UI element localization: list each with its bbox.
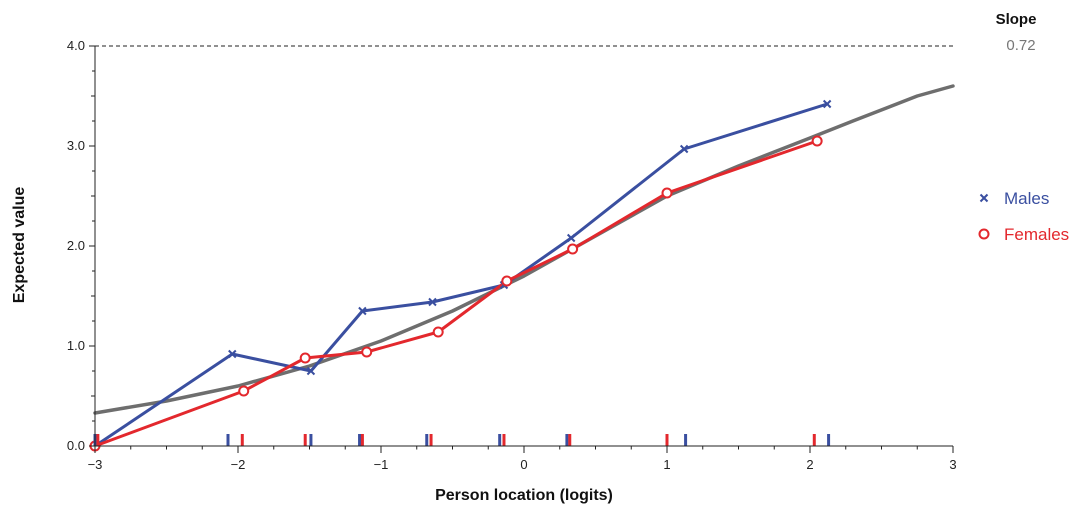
females-point [661,187,673,199]
x-tick-label: −1 [374,457,389,472]
y-tick-label: 1.0 [67,338,85,353]
x-tick-label: 2 [806,457,813,472]
males-point [566,233,576,243]
females-line [93,139,819,448]
females-point [299,352,311,364]
plot-area [89,84,955,452]
slope-title: Slope [996,11,1037,28]
females-point [361,346,373,358]
females-point [811,135,823,147]
x-tick-label: 1 [663,457,670,472]
males-point [679,144,689,154]
y-tick-label: 4.0 [67,38,85,53]
males-point [822,99,832,109]
males-point-stroke [358,306,367,316]
x-axis-title: Person location (logits) [435,487,613,504]
x-tick-label: −2 [231,457,246,472]
males-point-stroke [228,349,237,359]
x-tick-label: 0 [520,457,527,472]
males-point [306,366,316,376]
x-tick-label: 3 [949,457,956,472]
legend: Males Females [978,189,1069,244]
y-tick-label: 2.0 [67,238,85,253]
males-point-stroke [428,297,437,307]
females-point [501,275,513,287]
males-point-stroke [566,233,576,243]
axes: 0.0 1.0 2.0 3.0 4.0 −3 −2 −1 0 1 2 3 [67,38,957,472]
y-tick-label: 0.0 [67,438,85,453]
males-point [228,349,237,359]
legend-males-marker [979,193,989,203]
males-point [358,306,367,316]
x-tick-label: −3 [88,457,103,472]
y-tick-label: 3.0 [67,138,85,153]
males-point [428,297,437,307]
legend-females-marker [978,228,990,240]
females-point [432,326,444,338]
y-axis-title: Expected value [11,187,28,304]
females-point [238,385,250,397]
males-point-stroke [679,144,689,154]
legend-males-label: Males [1004,189,1049,208]
males-point-stroke [822,99,832,109]
expected-value-curve [93,84,955,415]
females-point [567,243,579,255]
legend-marker-stroke [979,193,989,203]
males-point-stroke [306,366,316,376]
slope-value: 0.72 [1006,37,1035,54]
legend-females-label: Females [1004,225,1069,244]
